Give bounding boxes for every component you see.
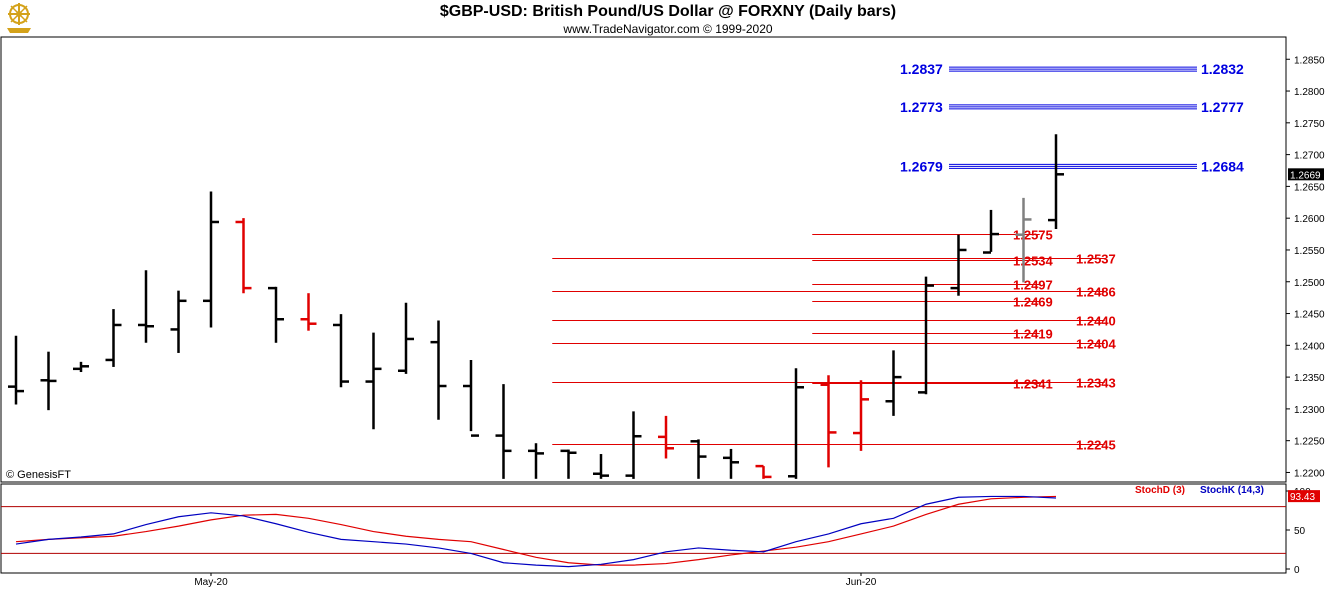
ohlc-bar: [918, 276, 934, 395]
ohlc-bar: [788, 368, 804, 479]
price-axis-tick-label: 1.2800: [1294, 87, 1325, 98]
red-level-label: 1.2404: [1076, 337, 1117, 352]
ohlc-bar: [820, 375, 837, 468]
ohlc-bar: [658, 415, 674, 459]
ohlc-bar: [885, 350, 902, 416]
red-level-label: 1.2245: [1076, 438, 1116, 453]
ohlc-bar: [1048, 134, 1064, 229]
price-axis-tick-label: 1.2550: [1294, 246, 1325, 257]
price-axis-tick-label: 1.2650: [1294, 182, 1325, 193]
last-price-label: 1.2669: [1290, 170, 1321, 181]
red-level-label: 1.2534: [1013, 254, 1054, 269]
red-level-label: 1.2341: [1013, 377, 1053, 392]
blue-level-left-label: 1.2679: [900, 158, 943, 174]
ohlc-bar: [73, 361, 89, 373]
ohlc-bar: [723, 448, 739, 479]
date-axis-label: Jun-20: [846, 577, 877, 588]
red-level-label: 1.2497: [1013, 278, 1053, 293]
ohlc-bar: [853, 380, 869, 451]
stoch-panel-frame: [0, 483, 1287, 574]
chart-title: $GBP-USD: British Pound/US Dollar @ FORX…: [439, 3, 897, 20]
red-level-label: 1.2343: [1076, 376, 1116, 391]
ohlc-bar: [138, 270, 154, 343]
ohlc-bar: [983, 209, 999, 254]
price-axis-tick-label: 1.2400: [1294, 341, 1325, 352]
last-price-box: [1288, 168, 1324, 181]
red-level-label: 1.2486: [1076, 285, 1116, 300]
price-axis-tick-label: 1.2200: [1294, 468, 1325, 479]
price-axis-tick-label: 1.2750: [1294, 119, 1325, 130]
price-axis-tick-label: 1.2600: [1294, 214, 1325, 225]
ohlc-bar: [170, 290, 187, 353]
stoch-axis-tick-label: 0: [1294, 565, 1300, 576]
blue-level-left-label: 1.2773: [900, 99, 943, 115]
price-axis-tick-label: 1.2850: [1294, 55, 1325, 66]
blue-level-right-label: 1.2777: [1201, 99, 1244, 115]
price-axis-tick-label: 1.2700: [1294, 151, 1325, 162]
ohlc-bar: [333, 314, 349, 388]
chart-copyright: www.TradeNavigator.com © 1999-2020: [563, 22, 773, 36]
blue-level-right-label: 1.2832: [1201, 61, 1244, 77]
ohlc-bar: [755, 464, 772, 479]
gold-ship-wheel-icon: [4, 2, 34, 34]
red-level-label: 1.2440: [1076, 314, 1116, 329]
ohlc-bar: [625, 411, 642, 479]
ohlc-bar: [268, 286, 284, 343]
blue-level-right-label: 1.2684: [1201, 158, 1244, 174]
stoch-axis-tick-label: 50: [1294, 526, 1306, 537]
ohlc-bar: [1015, 197, 1032, 283]
stoch-last-value-box: [1288, 490, 1320, 503]
ohlc-bar: [690, 439, 707, 479]
stoch-last-value-label: 93.43: [1290, 492, 1315, 503]
price-axis-tick-label: 1.2300: [1294, 405, 1325, 416]
ohlc-bar: [105, 309, 122, 367]
date-axis-label: May-20: [194, 577, 228, 588]
ohlc-bar: [528, 443, 544, 479]
ohlc-bar: [950, 234, 967, 296]
price-axis-tick-label: 1.2450: [1294, 310, 1325, 321]
stoch-d-line: [15, 495, 1057, 566]
ohlc-bar: [203, 191, 219, 328]
stoch-k-legend: StochK (14,3): [1200, 485, 1264, 496]
ohlc-bar: [40, 351, 57, 411]
ohlc-bar: [593, 454, 609, 479]
price-panel-frame: [0, 36, 1287, 483]
ohlc-bar: [235, 218, 252, 294]
red-level-label: 1.2419: [1013, 327, 1053, 342]
watermark-label: © GenesisFT: [6, 469, 71, 481]
price-axis-tick-label: 1.2500: [1294, 278, 1325, 289]
blue-level-left-label: 1.2837: [900, 61, 943, 77]
ohlc-bar: [430, 320, 447, 420]
ohlc-bar: [365, 332, 382, 430]
stoch-d-legend: StochD (3): [1135, 485, 1185, 496]
ohlc-bar: [495, 384, 512, 479]
red-level-label: 1.2469: [1013, 295, 1053, 310]
ohlc-bar: [8, 335, 24, 405]
ohlc-bar: [398, 302, 414, 374]
ohlc-bar: [560, 449, 577, 479]
stoch-k-line: [15, 495, 1057, 568]
ohlc-bar: [463, 359, 479, 437]
ohlc-bar: [300, 293, 317, 331]
price-axis-tick-label: 1.2250: [1294, 437, 1325, 448]
price-axis-tick-label: 1.2350: [1294, 373, 1325, 384]
red-level-label: 1.2537: [1076, 252, 1116, 267]
